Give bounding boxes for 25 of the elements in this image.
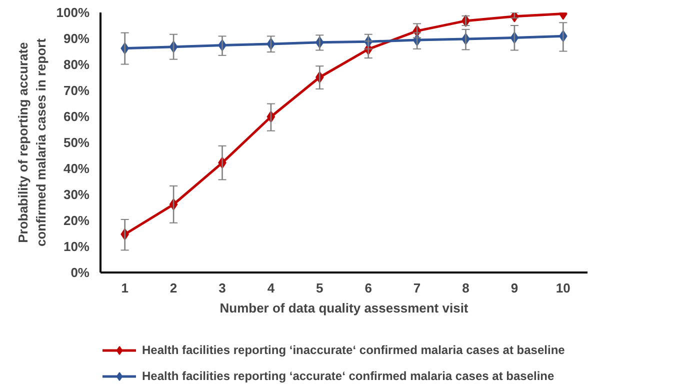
x-tick-label: 3 [218, 280, 226, 296]
x-tick-label: 4 [267, 280, 276, 296]
y-tick-label: 30% [63, 187, 90, 202]
x-tick-label: 6 [364, 280, 372, 296]
x-tick-label: 5 [316, 280, 324, 296]
x-tick-label: 10 [556, 280, 570, 296]
y-axis-title: Probability of reporting accurate confirmed malaria cases in report [15, 38, 48, 247]
y-tick-label: 80% [63, 57, 90, 72]
legend-label: Health facilities reporting ‘accurate‘ confirmed malaria cases at baseline [142, 369, 554, 383]
x-tick-label: 9 [510, 280, 518, 296]
y-tick-label: 0% [70, 265, 90, 280]
x-tick-label: 1 [121, 280, 128, 296]
y-tick-label: 70% [63, 83, 90, 98]
x-tick-label: 2 [170, 280, 178, 296]
y-tick-label: 10% [63, 239, 90, 254]
y-tick-label: 20% [63, 213, 90, 228]
x-tick-label: 8 [462, 280, 470, 296]
y-tick-label: 90% [63, 31, 90, 46]
y-tick-label: 100% [56, 5, 90, 20]
legend-label: Health facilities reporting ‘inaccurate‘ confirmed malaria cases at baseline [142, 343, 565, 357]
x-axis-title: Number of data quality assessment visit [220, 300, 469, 316]
x-tick-label: 7 [413, 280, 421, 296]
y-tick-label: 60% [63, 109, 90, 124]
y-tick-label: 50% [63, 135, 90, 150]
y-tick-label: 40% [63, 161, 90, 176]
